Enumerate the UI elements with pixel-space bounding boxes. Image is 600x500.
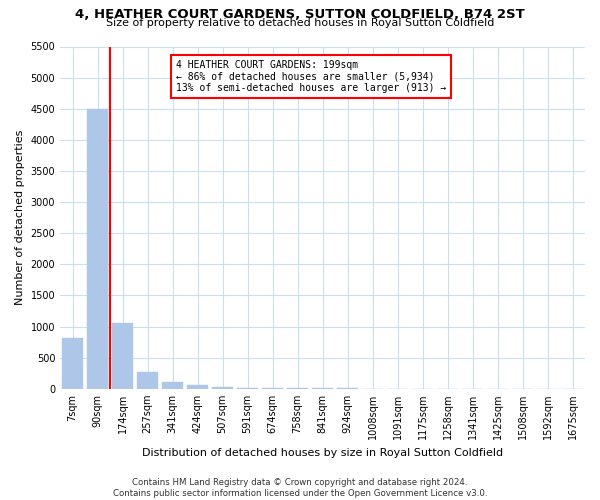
Bar (112, 324, 133, 389)
Bar (87, 108, 108, 389)
Y-axis label: Number of detached properties: Number of detached properties (15, 130, 25, 306)
Text: Size of property relative to detached houses in Royal Sutton Coldfield: Size of property relative to detached ho… (106, 18, 494, 28)
Text: 4 HEATHER COURT GARDENS: 199sqm
← 86% of detached houses are smaller (5,934)
13%: 4 HEATHER COURT GARDENS: 199sqm ← 86% of… (176, 60, 446, 94)
Bar (62, 338, 83, 389)
Text: Contains HM Land Registry data © Crown copyright and database right 2024.
Contai: Contains HM Land Registry data © Crown c… (113, 478, 487, 498)
Bar (237, 388, 258, 389)
Bar (212, 387, 233, 389)
Bar (187, 386, 208, 389)
Bar (162, 382, 183, 389)
Text: 4, HEATHER COURT GARDENS, SUTTON COLDFIELD, B74 2ST: 4, HEATHER COURT GARDENS, SUTTON COLDFIE… (75, 8, 525, 20)
X-axis label: Distribution of detached houses by size in Royal Sutton Coldfield: Distribution of detached houses by size … (142, 448, 503, 458)
Bar (137, 372, 158, 389)
Bar (262, 388, 283, 389)
